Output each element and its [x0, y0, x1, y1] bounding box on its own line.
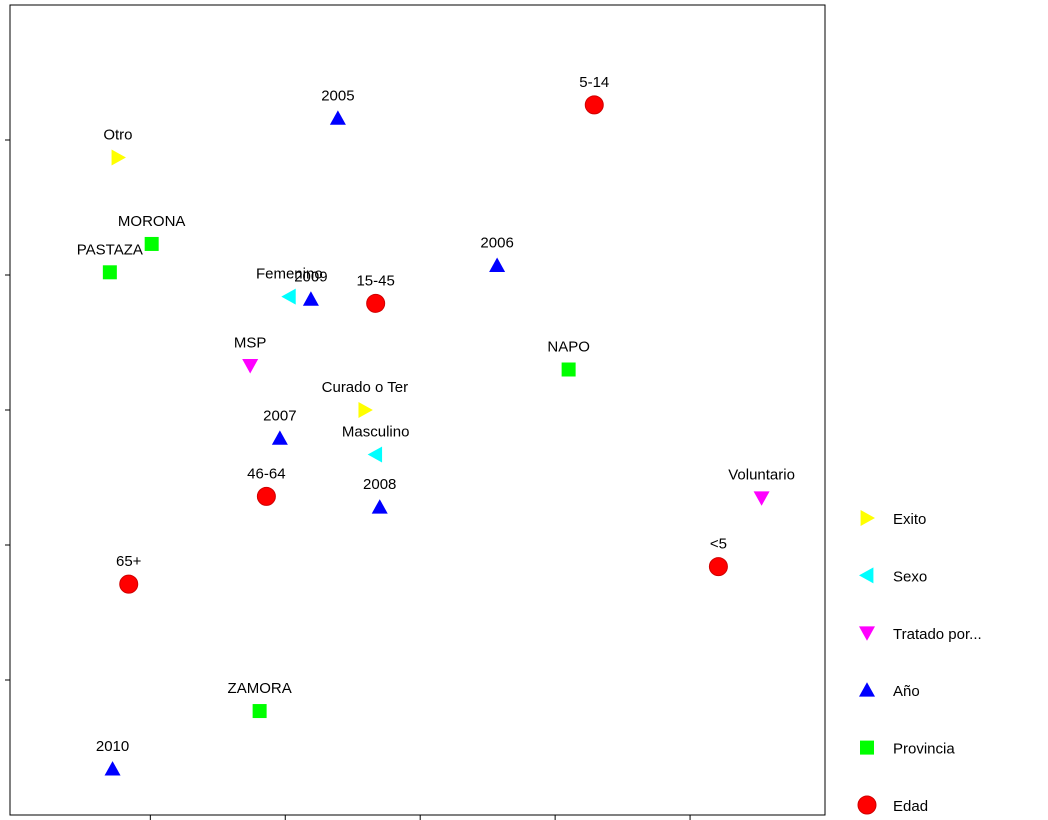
- legend-marker: [860, 510, 875, 526]
- marker: [242, 359, 259, 374]
- marker: [271, 430, 288, 445]
- point-label: NAPO: [547, 338, 590, 355]
- point-label: Femenino: [256, 266, 323, 283]
- legend-marker: [859, 682, 875, 697]
- legend-marker: [857, 795, 877, 815]
- point-label: 2008: [363, 476, 396, 493]
- point-label: 2006: [480, 235, 513, 252]
- marker: [252, 704, 267, 719]
- point-label: PASTAZA: [77, 241, 143, 258]
- marker: [329, 110, 346, 125]
- point-label: <5: [710, 536, 727, 553]
- marker: [111, 149, 126, 166]
- marker: [256, 486, 276, 506]
- marker: [367, 446, 383, 463]
- point-label: Curado o Ter: [322, 379, 408, 396]
- point-label: 5-14: [579, 74, 609, 91]
- marker: [708, 557, 728, 577]
- legend-label: Año: [893, 683, 920, 700]
- marker: [358, 402, 373, 418]
- legend-label: Exito: [893, 511, 926, 528]
- point-label: 2005: [321, 87, 354, 104]
- point-label: 65+: [116, 553, 142, 570]
- marker: [561, 362, 576, 377]
- point-label: MSP: [234, 334, 267, 351]
- point-label: MORONA: [118, 213, 186, 230]
- marker: [104, 761, 121, 776]
- point-label: 46-64: [247, 465, 285, 482]
- marker: [144, 236, 159, 251]
- point-label: 15-45: [356, 272, 394, 289]
- legend-label: Provincia: [893, 741, 955, 758]
- marker: [753, 491, 770, 506]
- marker: [102, 265, 117, 280]
- point-label: 2010: [96, 738, 129, 755]
- legend-marker: [859, 626, 875, 641]
- legend-label: Sexo: [893, 568, 927, 585]
- marker: [489, 257, 506, 272]
- point-label: 2009: [294, 268, 327, 285]
- legend-label: Tratado por...: [893, 626, 982, 643]
- point-label: 2007: [263, 407, 296, 424]
- point-label: Voluntario: [728, 467, 795, 484]
- point-label: ZAMORA: [228, 680, 292, 697]
- marker: [371, 499, 388, 514]
- legend-marker: [860, 740, 874, 755]
- legend-marker: [859, 567, 874, 584]
- marker: [281, 288, 296, 305]
- marker: [584, 95, 604, 115]
- legend-label: Edad: [893, 798, 928, 815]
- marker: [366, 293, 386, 313]
- marker: [302, 291, 319, 306]
- marker: [119, 574, 139, 594]
- point-label: Otro: [103, 127, 132, 144]
- point-label: Masculino: [342, 424, 410, 441]
